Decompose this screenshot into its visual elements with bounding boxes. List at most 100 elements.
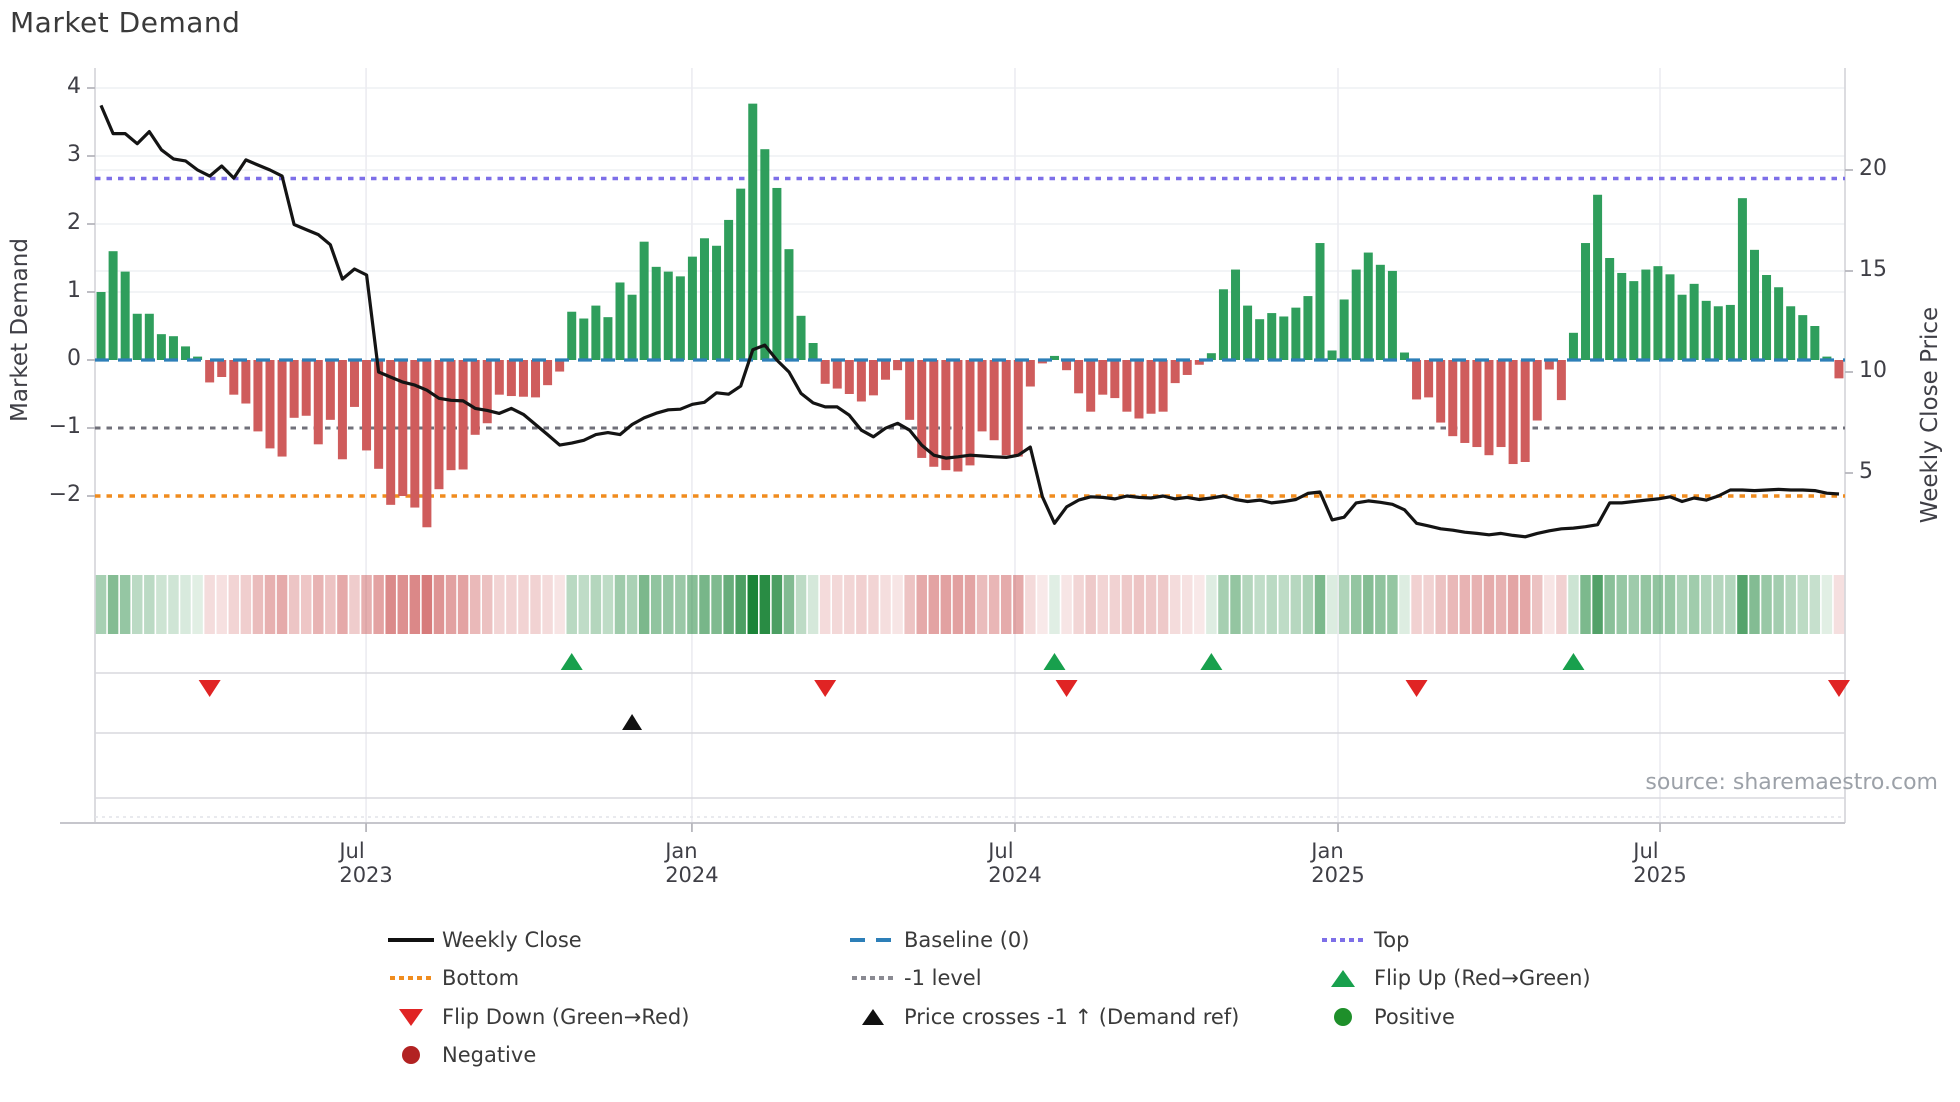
demand-bar (1822, 356, 1832, 360)
demand-bar (1556, 360, 1566, 401)
heatmap-cell (107, 575, 119, 634)
heatmap-cell (1350, 575, 1362, 634)
demand-bar (1762, 275, 1772, 360)
x-tick-label: Jan 2024 (665, 839, 719, 887)
heatmap-cell (1833, 575, 1845, 634)
heatmap-cell (132, 575, 143, 634)
demand-bar (1255, 319, 1265, 360)
flip-up-marker (1562, 653, 1585, 670)
flip-down-marker (198, 680, 221, 697)
heatmap-cell (735, 575, 746, 634)
heatmap-cell (385, 575, 396, 634)
heatmap-cell (445, 575, 457, 634)
heatmap-cell (1688, 575, 1700, 634)
heatmap-cell (300, 575, 312, 634)
heatmap-cell (1640, 575, 1652, 634)
demand-bar (277, 360, 287, 457)
demand-bar (386, 360, 396, 505)
heatmap-cell (1483, 575, 1495, 634)
heatmap-cell (1109, 575, 1121, 634)
y-right-tick-label: 5 (1859, 459, 1873, 484)
demand-bar (241, 360, 251, 404)
demand-bar (1279, 316, 1289, 360)
heatmap-cell (1459, 575, 1471, 634)
demand-bar (1170, 360, 1180, 384)
demand-bar (1749, 249, 1759, 360)
heatmap-cell (1326, 575, 1338, 634)
heatmap-cell (1145, 575, 1157, 634)
heatmap-cell (252, 575, 264, 634)
flip-down-marker (1405, 680, 1428, 697)
demand-bar (422, 360, 432, 528)
demand-bar (1412, 360, 1422, 400)
heatmap-cell (771, 575, 783, 634)
demand-bar (1049, 355, 1059, 360)
x-tick-label: Jul 2023 (339, 839, 393, 887)
heatmap-cell (952, 575, 964, 634)
demand-bar (1605, 258, 1615, 360)
heatmap-cell (1580, 575, 1591, 634)
heatmap-cell (687, 575, 698, 634)
heatmap-cell (1471, 575, 1483, 634)
demand-bar (543, 360, 553, 386)
demand-bar (1725, 304, 1735, 360)
heatmap-cell (337, 575, 348, 634)
demand-bar (772, 187, 782, 360)
y-left-tick-label: 2 (67, 210, 81, 235)
heatmap-cell (1314, 575, 1326, 634)
price-cross-marker (622, 714, 643, 730)
heatmap-cell (723, 575, 734, 634)
heatmap-cell (1592, 575, 1603, 634)
demand-bar (1182, 360, 1192, 375)
heatmap-cell (276, 575, 288, 634)
heatmap-cell (1821, 575, 1833, 634)
heatmap-cell (1616, 575, 1627, 634)
demand-bar (820, 360, 830, 384)
demand-bar (615, 282, 625, 360)
demand-bar (724, 219, 734, 360)
heatmap-cell (783, 575, 795, 634)
demand-bar (748, 103, 758, 360)
demand-bar (989, 360, 999, 441)
flip-down-marker (1827, 680, 1850, 697)
demand-bar (374, 360, 384, 469)
heatmap-cell (1568, 575, 1579, 634)
heatmap-cell (1604, 575, 1615, 634)
heatmap-cell (892, 575, 903, 634)
demand-bar (362, 360, 372, 451)
demand-bar (181, 346, 191, 360)
heatmap-cell (1290, 575, 1302, 634)
demand-bar (168, 336, 178, 360)
heatmap-cell (940, 575, 952, 634)
demand-bar (1629, 281, 1639, 360)
demand-bar (1424, 360, 1434, 398)
heatmap-cell (807, 575, 819, 634)
demand-bar (1158, 360, 1168, 412)
demand-bar (941, 360, 951, 471)
demand-bar (1532, 360, 1542, 421)
heatmap-cell (1411, 575, 1422, 634)
heatmap-cell (433, 575, 445, 634)
heatmap-cell (699, 575, 710, 634)
demand-bar (144, 313, 154, 360)
heatmap-cell (964, 575, 976, 634)
heatmap-cell (747, 575, 758, 634)
demand-bar (1375, 264, 1385, 360)
demand-bar (1351, 269, 1361, 360)
demand-bar (651, 266, 661, 360)
demand-bar (531, 360, 541, 398)
heatmap-cell (313, 575, 324, 634)
heatmap-cell (1423, 575, 1434, 634)
demand-bar (627, 294, 637, 360)
heatmap-cell (1013, 575, 1024, 634)
demand-bar (699, 238, 709, 360)
heatmap-cell (1435, 575, 1446, 634)
heatmap-cell (1000, 575, 1012, 634)
demand-bar (832, 360, 842, 389)
demand-bar (337, 360, 347, 460)
demand-bar (844, 360, 854, 394)
heatmap-cell (1737, 575, 1748, 634)
demand-bar (639, 241, 649, 360)
demand-bar (1134, 360, 1144, 419)
demand-bar (1218, 289, 1228, 360)
